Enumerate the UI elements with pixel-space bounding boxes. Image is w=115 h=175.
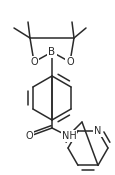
Text: O: O xyxy=(30,57,37,67)
Text: B: B xyxy=(48,47,55,57)
Text: NH: NH xyxy=(61,131,76,141)
Text: O: O xyxy=(66,57,73,67)
Text: O: O xyxy=(25,131,33,141)
Text: N: N xyxy=(93,126,101,136)
